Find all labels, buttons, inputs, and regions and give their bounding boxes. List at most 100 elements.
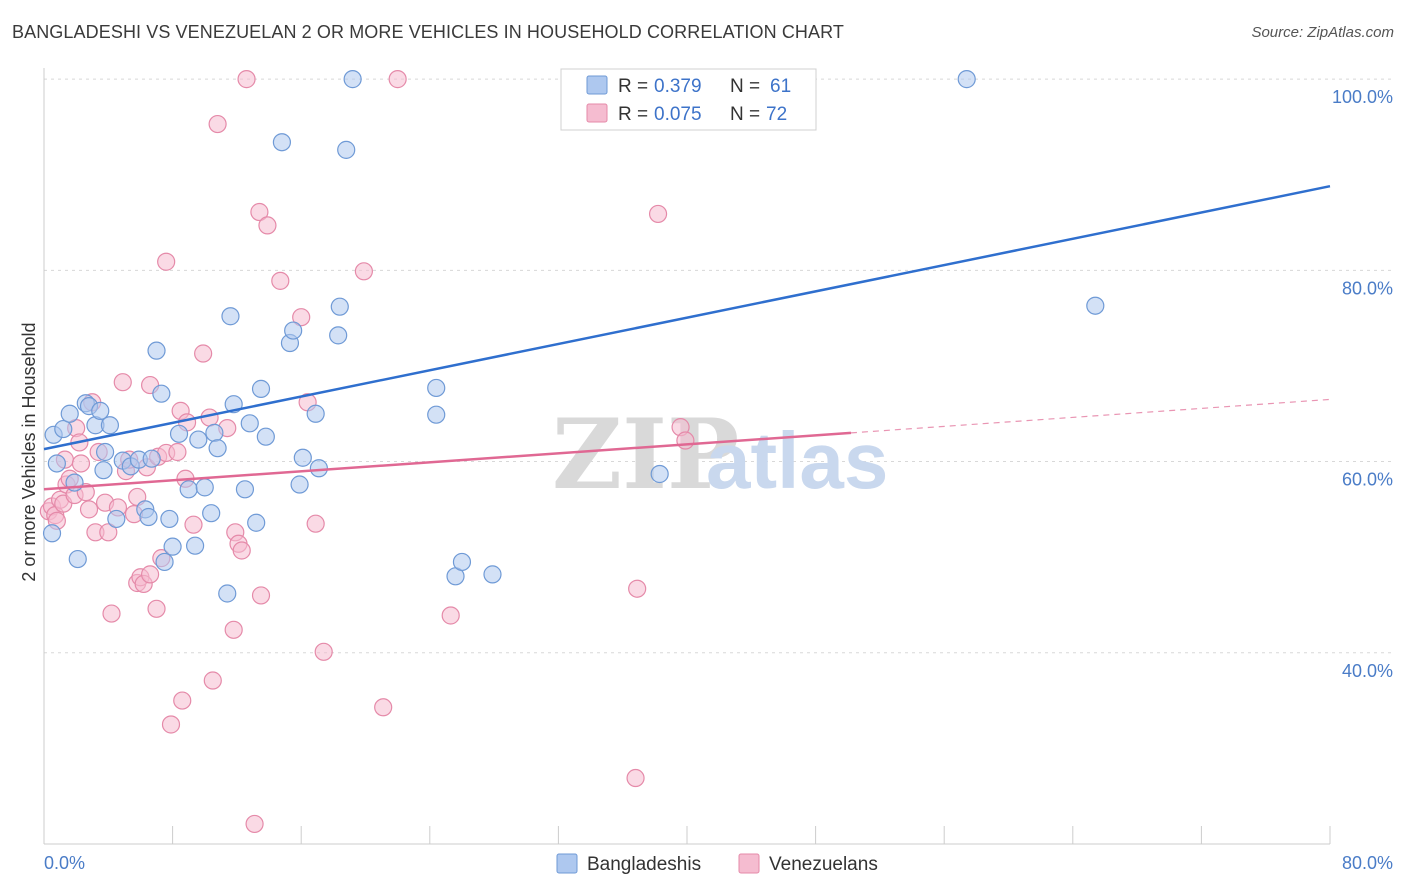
point-bangladeshi <box>306 404 325 423</box>
point-venezuelan <box>194 344 213 363</box>
legend-r-label: R = <box>618 76 648 97</box>
legend-n-label: N = <box>730 104 760 125</box>
data-points <box>39 70 1105 834</box>
point-bangladeshi <box>163 537 182 556</box>
point-venezuelan <box>208 114 227 134</box>
legend-swatch-bangladeshis <box>586 75 608 95</box>
point-bangladeshi <box>42 524 62 543</box>
legend-n-value: 72 <box>766 104 787 125</box>
point-bangladeshi <box>94 461 113 480</box>
point-bangladeshi <box>256 427 275 446</box>
point-bangladeshi <box>160 509 179 529</box>
legend-r-label: R = <box>618 104 648 125</box>
point-bangladeshi <box>221 307 240 326</box>
point-venezuelan <box>628 579 647 598</box>
point-venezuelan <box>626 768 645 788</box>
trend-line-extension-venezuelans <box>850 398 1331 434</box>
y-tick-label: 80.0% <box>1342 278 1393 298</box>
point-bangladeshi <box>272 133 292 152</box>
point-bangladeshi <box>337 140 356 159</box>
point-bangladeshi <box>205 423 224 442</box>
bottom-legend-venezuelans: Venezuelans <box>769 854 878 875</box>
point-bangladeshi <box>235 480 255 499</box>
legend-n-value: 61 <box>770 76 791 97</box>
point-bangladeshi <box>202 504 221 523</box>
watermark: ZIP atlas <box>552 398 888 511</box>
point-bangladeshi <box>309 459 328 478</box>
y-tick-label: 40.0% <box>1342 661 1393 681</box>
point-venezuelan <box>140 565 160 584</box>
point-venezuelan <box>648 204 668 224</box>
legend-r-value: 0.379 <box>654 76 702 97</box>
legend-r-value: 0.075 <box>654 104 702 125</box>
point-bangladeshi <box>100 416 120 435</box>
point-venezuelan <box>374 698 393 717</box>
point-bangladeshi <box>284 321 303 340</box>
y-axis-title: 2 or more Vehicles in Household <box>19 322 39 581</box>
point-bangladeshi <box>240 414 259 433</box>
point-bangladeshi <box>1086 296 1105 315</box>
point-bangladeshi <box>95 442 115 462</box>
point-venezuelan <box>71 454 91 473</box>
chart-title: BANGLADESHI VS VENEZUELAN 2 OR MORE VEHI… <box>12 22 845 42</box>
point-venezuelan <box>251 586 271 605</box>
point-bangladeshi <box>957 70 976 89</box>
legend-n-label: N = <box>730 76 760 97</box>
bottom-legend-bangladeshis: Bangladeshis <box>587 854 701 875</box>
point-venezuelan <box>441 606 460 625</box>
bottom-swatch-bangladeshis <box>556 853 578 874</box>
y-tick-label: 60.0% <box>1342 470 1393 490</box>
point-bangladeshi <box>251 379 271 398</box>
point-bangladeshi <box>91 401 110 420</box>
point-venezuelan <box>314 642 333 661</box>
point-bangladeshi <box>329 326 348 345</box>
point-venezuelan <box>168 442 187 462</box>
point-venezuelan <box>250 202 269 222</box>
point-venezuelan <box>157 252 176 271</box>
axes: 40.0% 60.0% 80.0% 100.0% 0.0% 80.0% 2 or more … <box>19 68 1393 873</box>
point-venezuelan <box>354 262 373 281</box>
correlation-legend: R = 0.379 N = 61 R = 0.075 N = 72 <box>560 68 817 131</box>
legend-swatch-venezuelans <box>586 103 608 123</box>
y-tick-label: 100.0% <box>1332 87 1393 107</box>
point-venezuelan <box>258 216 277 235</box>
point-venezuelan <box>203 671 222 690</box>
series-legend: Bangladeshis Venezuelans <box>556 853 878 875</box>
point-bangladeshi <box>290 475 309 494</box>
x-tick-label: 80.0% <box>1342 853 1393 873</box>
trend-line-venezuelans <box>43 431 852 491</box>
point-bangladeshi <box>68 549 87 569</box>
point-venezuelan <box>306 514 325 533</box>
point-venezuelan <box>237 70 256 89</box>
point-bangladeshi <box>330 297 349 316</box>
point-bangladeshi <box>650 464 669 484</box>
point-venezuelan <box>388 70 407 89</box>
source-label: Source: ZipAtlas.com <box>1251 24 1394 41</box>
watermark-zip: ZIP <box>552 398 739 511</box>
point-bangladeshi <box>169 424 189 443</box>
point-bangladeshi <box>139 507 158 527</box>
point-venezuelan <box>79 500 99 519</box>
point-bangladeshi <box>427 378 446 398</box>
point-venezuelan <box>102 604 121 623</box>
point-bangladeshi <box>343 70 362 89</box>
point-bangladeshi <box>60 404 79 423</box>
point-venezuelan <box>99 523 118 542</box>
point-bangladeshi <box>189 430 208 449</box>
point-bangladeshi <box>218 584 237 603</box>
point-bangladeshi <box>179 480 198 499</box>
point-venezuelan <box>113 373 132 392</box>
point-bangladeshi <box>208 439 227 458</box>
point-bangladeshi <box>54 419 73 439</box>
point-venezuelan <box>245 814 264 834</box>
gridlines <box>44 78 1392 654</box>
point-venezuelan <box>676 431 695 450</box>
point-bangladeshi <box>195 478 214 497</box>
point-venezuelan <box>184 515 203 534</box>
x-tick-label: 0.0% <box>44 853 85 873</box>
trend-line-bangladeshis <box>43 184 1331 451</box>
point-venezuelan <box>224 620 243 639</box>
point-bangladeshi <box>107 509 126 529</box>
point-bangladeshi <box>427 405 446 424</box>
point-bangladeshi <box>142 449 161 468</box>
